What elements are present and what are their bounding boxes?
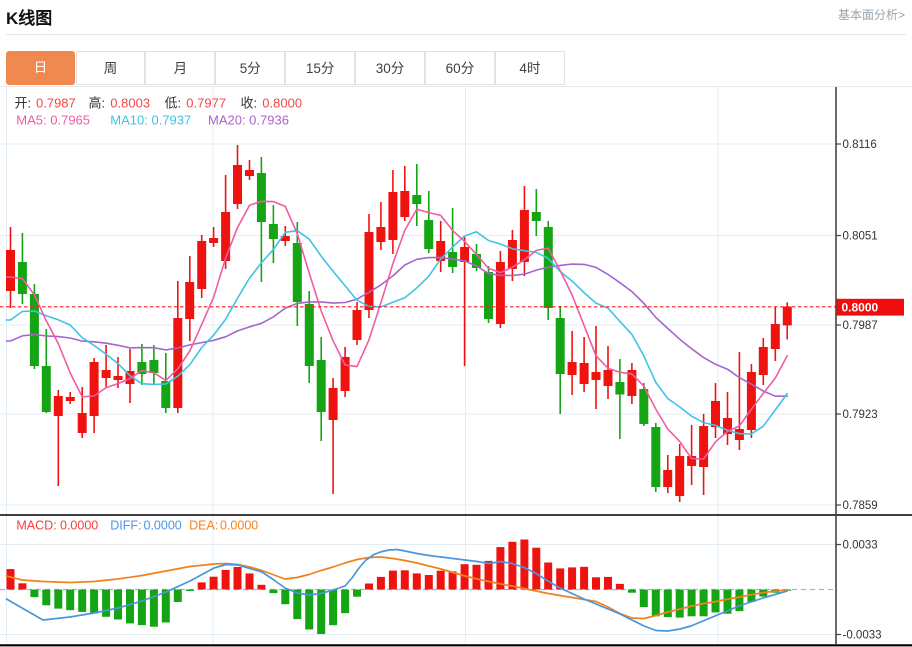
svg-text:0.0000: 0.0000 — [144, 519, 182, 533]
svg-text:MA20: 0.7936: MA20: 0.7936 — [208, 113, 289, 128]
svg-text:DEA:: DEA: — [189, 519, 218, 533]
svg-text:0.7977: 0.7977 — [186, 96, 226, 111]
svg-text:0.0000: 0.0000 — [60, 519, 98, 533]
svg-text:0.7859: 0.7859 — [843, 500, 878, 512]
svg-text:高:: 高: — [89, 96, 106, 111]
svg-text:MA10: 0.7937: MA10: 0.7937 — [110, 113, 191, 128]
svg-text:开:: 开: — [15, 96, 32, 111]
svg-text:0.7987: 0.7987 — [843, 320, 878, 332]
svg-text:-0.0033: -0.0033 — [843, 630, 882, 642]
svg-text:0.0000: 0.0000 — [220, 519, 258, 533]
svg-text:MA5: 0.7965: MA5: 0.7965 — [16, 113, 90, 128]
svg-text:0.7987: 0.7987 — [36, 96, 76, 111]
svg-text:0.0033: 0.0033 — [843, 540, 878, 552]
svg-text:低:: 低: — [165, 96, 182, 111]
svg-text:0.7923: 0.7923 — [843, 409, 878, 421]
svg-text:0.8000: 0.8000 — [842, 301, 879, 315]
svg-text:0.8003: 0.8003 — [110, 96, 150, 111]
svg-text:DIFF:: DIFF: — [110, 519, 141, 533]
svg-text:0.8116: 0.8116 — [843, 139, 877, 151]
svg-text:MACD:: MACD: — [16, 519, 56, 533]
svg-text:0.8051: 0.8051 — [843, 231, 878, 243]
svg-text:收:: 收: — [241, 96, 258, 111]
svg-text:0.8000: 0.8000 — [262, 96, 302, 111]
